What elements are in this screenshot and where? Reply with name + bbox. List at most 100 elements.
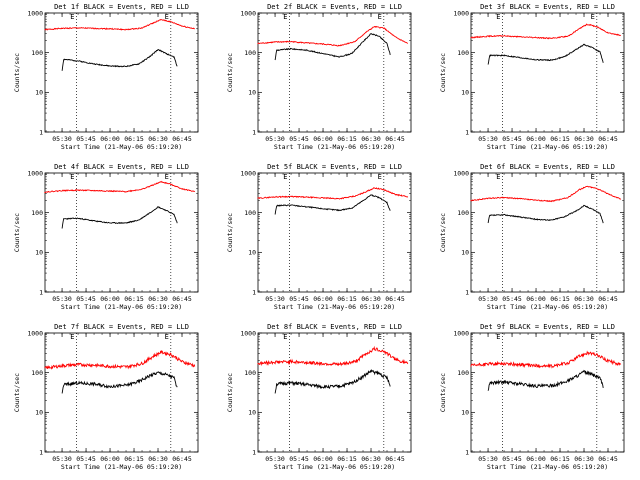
x-tick-label: 06:30 — [361, 455, 381, 463]
x-axis-label: Start Time (21-May-06 05:19:20) — [487, 143, 608, 151]
time-marker-label: E — [591, 13, 595, 21]
x-axis-label: Start Time (21-May-06 05:19:20) — [487, 303, 608, 311]
x-tick-label: 06:00 — [313, 295, 333, 303]
plot-frame — [44, 12, 199, 133]
y-tick-label: 1 — [465, 288, 469, 296]
time-marker-label: E — [165, 13, 169, 21]
y-tick-label: 1000 — [240, 329, 256, 337]
detector-panel-4: Det 4f BLACK = Events, RED = LLD 1 10 100 10… — [0, 160, 213, 320]
y-tick-label: 10 — [35, 89, 43, 97]
time-marker-label: E — [378, 13, 382, 21]
y-tick-label: 10 — [461, 249, 469, 257]
x-axis-label: Start Time (21-May-06 05:19:20) — [274, 463, 395, 471]
x-tick-label: 05:45 — [289, 295, 309, 303]
chart-svg: Det 4f BLACK = Events, RED = LLD 1 10 100 10… — [13, 163, 199, 311]
chart-title: Det 2f BLACK = Events, RED = LLD — [267, 3, 402, 11]
y-tick-label: 1 — [465, 128, 469, 136]
chart-svg: Det 8f BLACK = Events, RED = LLD 1 10 100 10… — [226, 323, 412, 471]
lld-rate-line — [470, 350, 622, 369]
lld-rate-line — [44, 18, 195, 31]
plot-frame — [257, 12, 412, 133]
y-axis-label: Counts/sec — [13, 53, 21, 92]
y-tick-label: 100 — [244, 49, 256, 57]
time-marker-label: E — [283, 333, 287, 341]
y-tick-label: 1000 — [240, 169, 256, 177]
events-rate-line — [61, 206, 178, 229]
x-tick-label: 05:30 — [52, 455, 72, 463]
x-tick-label: 05:45 — [502, 455, 522, 463]
y-tick-label: 10 — [461, 409, 469, 417]
detector-panel-5: Det 5f BLACK = Events, RED = LLD 1 10 100 10… — [213, 160, 426, 320]
x-tick-label: 05:45 — [502, 295, 522, 303]
x-tick-label: 06:15 — [124, 455, 144, 463]
y-tick-label: 100 — [457, 209, 469, 217]
events-rate-line — [274, 33, 391, 61]
y-tick-label: 10 — [35, 409, 43, 417]
x-tick-label: 05:45 — [289, 135, 309, 143]
x-tick-label: 06:15 — [550, 295, 570, 303]
y-tick-label: 100 — [31, 49, 43, 57]
plot-frame — [44, 332, 199, 453]
y-tick-label: 10 — [35, 249, 43, 257]
time-marker-label: E — [378, 333, 382, 341]
y-axis-label: Counts/sec — [439, 373, 447, 412]
chart-title: Det 4f BLACK = Events, RED = LLD — [54, 163, 189, 171]
y-tick-label: 10 — [248, 89, 256, 97]
lld-rate-line — [257, 25, 408, 47]
x-tick-label: 05:30 — [478, 455, 498, 463]
x-tick-label: 05:45 — [76, 135, 96, 143]
x-tick-label: 05:45 — [76, 295, 96, 303]
time-marker-label: E — [165, 173, 169, 181]
x-tick-label: 06:15 — [337, 135, 357, 143]
y-tick-label: 10 — [248, 249, 256, 257]
detector-panel-7: Det 7f BLACK = Events, RED = LLD 1 10 100 10… — [0, 320, 213, 480]
y-tick-label: 100 — [244, 209, 256, 217]
x-tick-label: 06:45 — [385, 295, 405, 303]
x-tick-label: 05:30 — [265, 455, 285, 463]
plot-frame — [470, 332, 625, 453]
x-tick-label: 06:15 — [550, 455, 570, 463]
x-tick-label: 06:00 — [100, 455, 120, 463]
detector-panel-9: Det 9f BLACK = Events, RED = LLD 1 10 100 10… — [426, 320, 639, 480]
time-marker-label: E — [496, 333, 500, 341]
y-axis-label: Counts/sec — [226, 213, 234, 252]
chart-title: Det 5f BLACK = Events, RED = LLD — [267, 163, 402, 171]
chart-svg: Det 3f BLACK = Events, RED = LLD 1 10 100 10… — [439, 3, 625, 151]
y-tick-label: 1 — [252, 288, 256, 296]
y-tick-label: 100 — [31, 369, 43, 377]
x-tick-label: 06:30 — [148, 135, 168, 143]
x-tick-label: 06:30 — [574, 135, 594, 143]
lld-rate-line — [44, 350, 196, 370]
y-tick-label: 1000 — [240, 9, 256, 17]
time-marker-label: E — [591, 333, 595, 341]
time-marker-label: E — [591, 173, 595, 181]
x-tick-label: 05:30 — [478, 295, 498, 303]
x-axis-label: Start Time (21-May-06 05:19:20) — [487, 463, 608, 471]
y-axis-label: Counts/sec — [13, 373, 21, 412]
y-tick-label: 1000 — [453, 329, 469, 337]
x-tick-label: 06:45 — [598, 295, 618, 303]
chart-svg: Det 1f BLACK = Events, RED = LLD 1 10 100 10… — [13, 3, 199, 151]
x-tick-label: 06:30 — [148, 295, 168, 303]
x-tick-label: 06:15 — [550, 135, 570, 143]
x-tick-label: 05:45 — [502, 135, 522, 143]
events-rate-line — [487, 369, 604, 391]
x-tick-label: 06:45 — [598, 455, 618, 463]
x-tick-label: 06:45 — [172, 455, 192, 463]
y-tick-label: 100 — [31, 209, 43, 217]
x-tick-label: 05:30 — [478, 135, 498, 143]
events-rate-line — [274, 368, 391, 394]
chart-title: Det 8f BLACK = Events, RED = LLD — [267, 323, 402, 331]
x-axis-label: Start Time (21-May-06 05:19:20) — [61, 143, 182, 151]
y-axis-label: Counts/sec — [439, 213, 447, 252]
plot-frame — [470, 172, 625, 293]
chart-svg: Det 2f BLACK = Events, RED = LLD 1 10 100 10… — [226, 3, 412, 151]
chart-title: Det 3f BLACK = Events, RED = LLD — [480, 3, 615, 11]
x-tick-label: 05:45 — [76, 455, 96, 463]
y-tick-label: 1 — [39, 288, 43, 296]
x-axis-label: Start Time (21-May-06 05:19:20) — [61, 463, 182, 471]
y-tick-label: 100 — [457, 369, 469, 377]
time-marker-label: E — [378, 173, 382, 181]
detector-panel-2: Det 2f BLACK = Events, RED = LLD 1 10 100 10… — [213, 0, 426, 160]
y-tick-label: 1 — [252, 448, 256, 456]
